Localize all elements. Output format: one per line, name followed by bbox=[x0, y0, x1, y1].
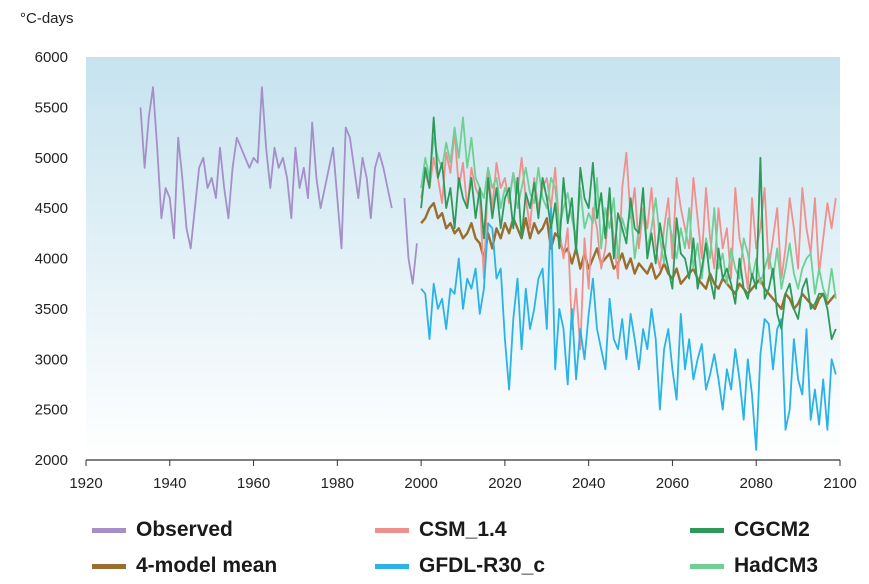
series-line-observed bbox=[139, 86, 418, 285]
legend-swatch-csm bbox=[375, 527, 409, 533]
x-tick-label: 1980 bbox=[321, 475, 354, 492]
x-tick-label: 2000 bbox=[404, 475, 437, 492]
x-axis-ticks: 1920 1940 1960 1980 2000 2020 2040 2060 2080 2100 bbox=[69, 460, 857, 492]
x-tick-label: 2020 bbox=[488, 475, 521, 492]
y-tick-label: 5000 bbox=[35, 150, 68, 167]
y-tick-label: 2000 bbox=[35, 452, 68, 469]
legend: Observed CSM_1.4 CGCM2 4-model mean GFDL… bbox=[0, 510, 869, 584]
legend-swatch-observed bbox=[92, 527, 126, 533]
line-chart: °C-days 2000 2500 3000 3500 4000 4500 5000 5500… bbox=[20, 10, 857, 492]
legend-item-hadcm3: HadCM3 bbox=[690, 550, 818, 582]
series-line-cgcm2 bbox=[420, 116, 837, 340]
legend-swatch-cgcm2 bbox=[690, 527, 724, 533]
y-tick-label: 4500 bbox=[35, 200, 68, 217]
series-line-4-model-mean bbox=[420, 201, 837, 311]
y-tick-label: 6000 bbox=[35, 49, 68, 66]
legend-swatch-hadcm3 bbox=[690, 563, 724, 569]
x-tick-label: 2100 bbox=[823, 475, 856, 492]
series-lines bbox=[139, 86, 837, 451]
legend-item-observed: Observed bbox=[92, 514, 233, 546]
legend-label-observed: Observed bbox=[136, 518, 233, 541]
legend-label-hadcm3: HadCM3 bbox=[734, 554, 819, 577]
legend-swatch-gfdl bbox=[375, 563, 409, 569]
legend-item-cgcm2: CGCM2 bbox=[690, 514, 810, 546]
x-tick-label: 2060 bbox=[656, 475, 689, 492]
y-axis-ticks: 2000 2500 3000 3500 4000 4500 5000 5500 6000 bbox=[35, 49, 68, 469]
x-tick-label: 1940 bbox=[153, 475, 186, 492]
x-tick-label: 2040 bbox=[572, 475, 605, 492]
y-tick-label: 5500 bbox=[35, 99, 68, 116]
legend-item-gfdl: GFDL-R30_c bbox=[375, 550, 545, 582]
y-axis-unit-label: °C-days bbox=[20, 10, 74, 27]
legend-item-4-model-mean: 4-model mean bbox=[92, 550, 277, 582]
x-tick-label: 2080 bbox=[740, 475, 773, 492]
x-tick-label: 1960 bbox=[237, 475, 270, 492]
y-tick-label: 3000 bbox=[35, 351, 68, 368]
y-tick-label: 4000 bbox=[35, 251, 68, 268]
legend-swatch-4-model-mean bbox=[92, 563, 126, 569]
legend-label-cgcm2: CGCM2 bbox=[734, 518, 810, 541]
legend-label-gfdl: GFDL-R30_c bbox=[419, 554, 546, 577]
legend-item-csm: CSM_1.4 bbox=[375, 514, 507, 546]
y-tick-label: 3500 bbox=[35, 301, 68, 318]
series-line-gfdl-r30-c bbox=[420, 207, 837, 451]
legend-label-csm: CSM_1.4 bbox=[419, 518, 507, 541]
x-tick-label: 1920 bbox=[69, 475, 102, 492]
legend-label-4-model-mean: 4-model mean bbox=[136, 554, 278, 577]
y-tick-label: 2500 bbox=[35, 402, 68, 419]
